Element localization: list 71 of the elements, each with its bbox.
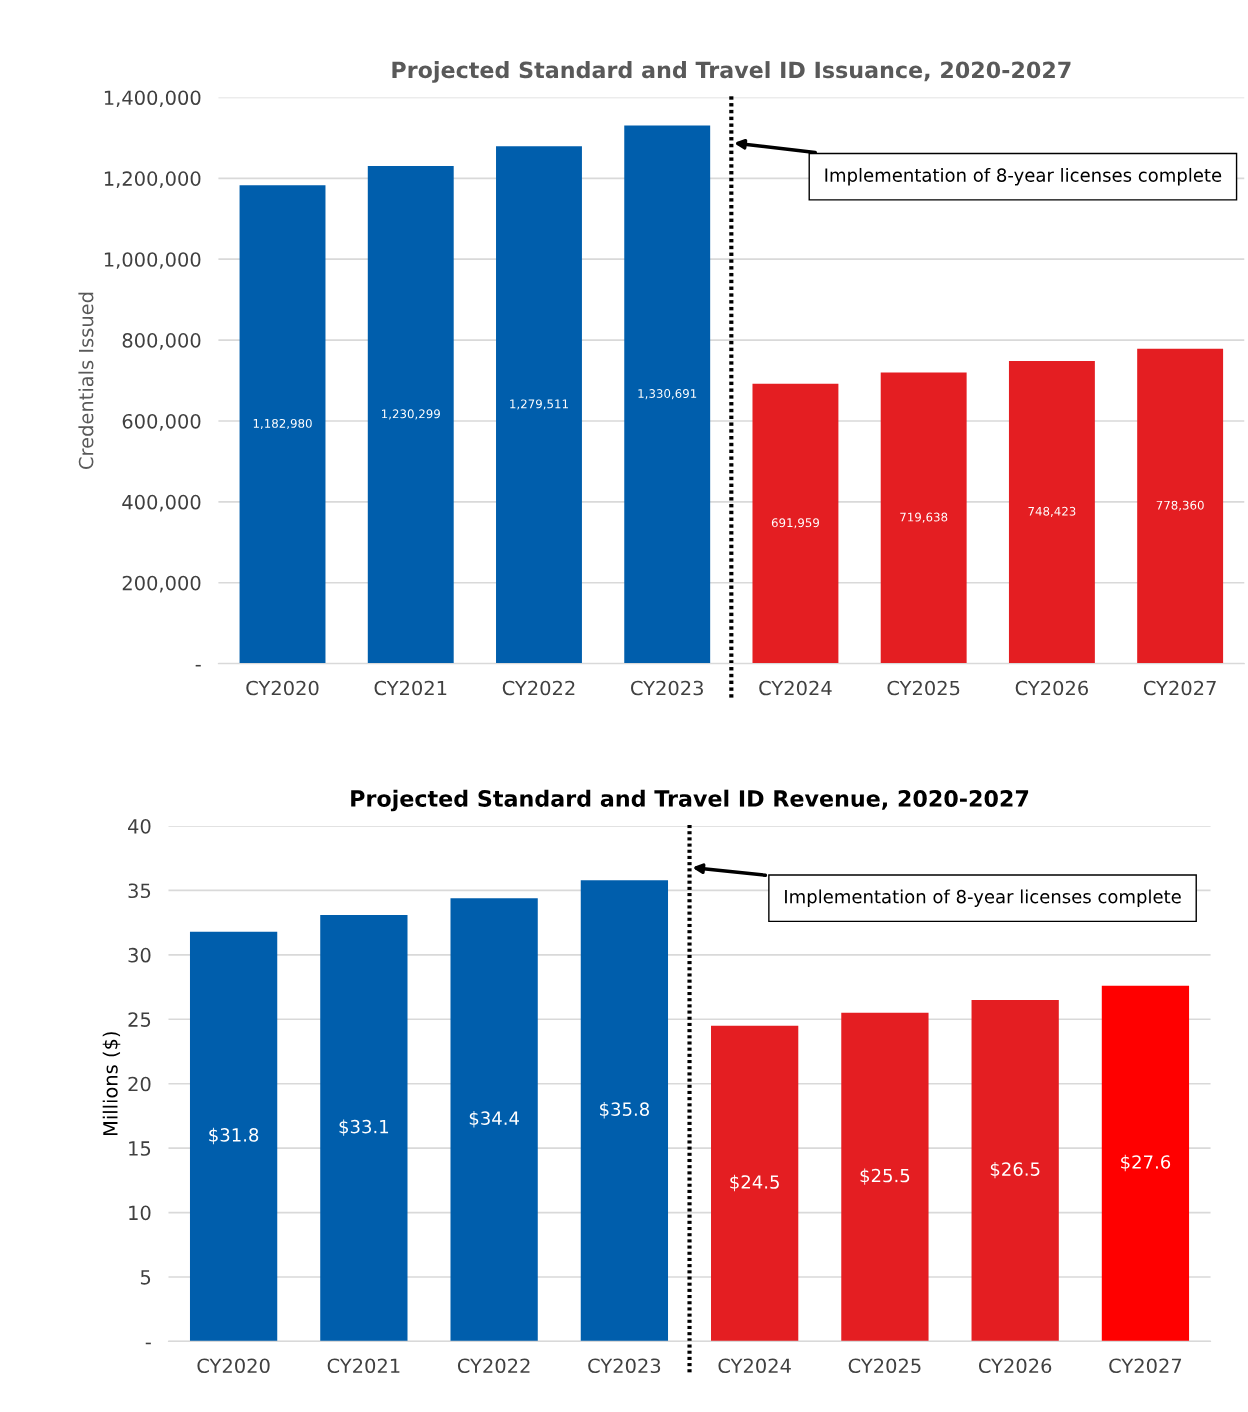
bar [450,898,538,1342]
x-tick-label: CY2021 [374,680,447,696]
bar [1008,360,1095,664]
data-label: 778,360 [1156,500,1204,511]
data-label: $34.4 [469,1111,519,1128]
x-tick-label: CY2025 [887,680,960,696]
data-label: $35.8 [600,1102,649,1119]
y-tick-label: 1,000,000 [104,252,201,269]
data-label: $33.1 [339,1119,389,1136]
bar [1137,348,1224,664]
x-tick-label: CY2024 [759,680,832,696]
bar [580,880,669,1342]
bar [841,1012,929,1342]
bar [752,383,839,664]
y-tick-label: 20 [128,1076,151,1092]
y-tick-label: - [195,664,201,667]
data-label: 719,638 [900,512,948,523]
x-tick-label: CY2020 [246,680,319,696]
bar [971,999,1059,1342]
y-tick-label: - [145,1342,151,1345]
x-tick-label: CY2023 [631,680,703,696]
bar [239,185,326,664]
x-tick-label: CY2020 [197,1358,270,1374]
y-tick-label: 25 [128,1012,151,1027]
annotation: Implementation of 8-year licenses complete [785,889,1181,907]
bar [189,931,278,1342]
x-tick-label: CY2026 [978,1358,1052,1374]
x-tick-label: CY2022 [457,1358,530,1374]
x-tick-label: CY2024 [718,1358,791,1374]
y-tick-label: 15 [129,1141,151,1156]
y-tick-label: 5 [140,1270,151,1285]
data-label: 1,182,980 [253,418,312,430]
bar [711,1025,799,1342]
y-tick-label: 40 [128,818,151,834]
y-tick-label: 35 [128,883,151,899]
x-tick-label: CY2023 [588,1358,661,1374]
data-label: $27.6 [1121,1154,1171,1172]
data-label: 691,959 [771,518,820,529]
y-tick-label: 600,000 [122,413,201,431]
data-label: 1,279,511 [510,399,568,410]
annotation: Implementation of 8-year licenses complete [825,167,1222,186]
y-tick-label: 10 [129,1205,151,1221]
y-tick-label: 1,400,000 [104,90,201,108]
y-tick-label: 1,200,000 [104,171,201,188]
data-label: 1,230,299 [382,409,440,420]
x-tick-label: CY2021 [327,1358,400,1374]
y-tick-label: 200,000 [122,575,201,593]
chart-title: Projected Standard and Travel ID Revenue, 2020-2027 [351,789,1029,812]
x-tick-label: CY2027 [1109,1358,1182,1374]
data-label: $26.5 [990,1161,1040,1179]
data-label: $24.5 [730,1174,779,1192]
chart-title: Projected Standard and Travel ID Issuance, 2020-2027 [392,61,1071,83]
bar [880,372,967,664]
bar [1101,985,1190,1342]
y-axis-title: Millions ($) [102,1032,121,1136]
y-tick-label: 30 [128,947,151,963]
x-tick-label: CY2026 [1015,680,1088,696]
y-tick-label: 400,000 [122,494,201,512]
x-tick-label: CY2027 [1143,680,1216,696]
data-label: 1,330,691 [638,389,697,400]
bar [496,146,582,664]
bar [624,125,711,664]
data-label: $31.8 [209,1127,259,1145]
y-axis-title: Credentials Issued [78,292,94,469]
x-tick-label: CY2025 [848,1358,921,1374]
data-label: 748,423 [1028,506,1076,517]
bar [367,166,454,664]
bar [320,914,408,1342]
y-tick-label: 800,000 [122,333,201,350]
x-tick-label: CY2022 [502,680,575,696]
data-label: $25.5 [860,1168,910,1185]
